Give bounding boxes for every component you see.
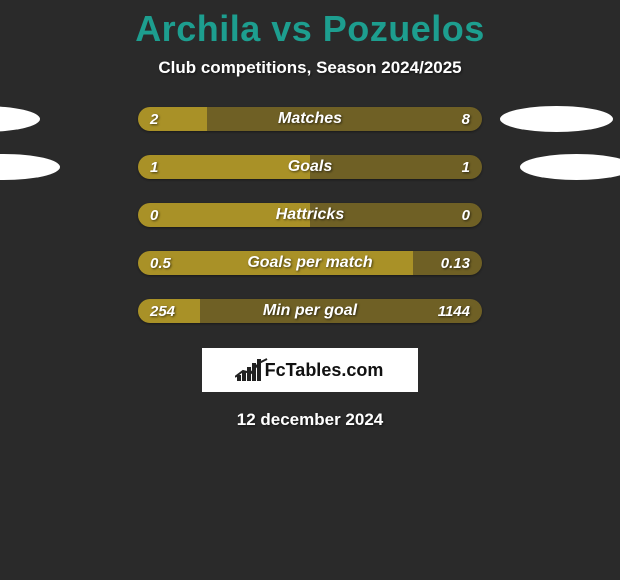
date-label: 12 december 2024 [237,410,384,430]
stat-bar: 00Hattricks [138,203,482,227]
comparison-infographic: Archila vs Pozuelos Club competitions, S… [0,0,620,430]
fctables-logo: FcTables.com [202,348,418,392]
stat-bar: 11Goals [138,155,482,179]
stat-row: 2541144Min per goal [0,298,620,324]
stat-label: Min per goal [138,299,482,323]
player-ellipse-right [520,154,620,180]
bar-chart-icon [237,359,261,381]
stat-label: Goals [138,155,482,179]
player-ellipse-left [0,106,40,132]
spacer [7,202,120,228]
stat-row: 11Goals [0,154,620,180]
stat-row: 00Hattricks [0,202,620,228]
stat-label: Goals per match [138,251,482,275]
stat-bar: 2541144Min per goal [138,299,482,323]
spacer [500,250,613,276]
subtitle: Club competitions, Season 2024/2025 [158,58,461,78]
spacer [7,250,120,276]
stat-bar: 28Matches [138,107,482,131]
player-ellipse-right [500,106,613,132]
page-title: Archila vs Pozuelos [135,8,485,50]
stat-row: 28Matches [0,106,620,132]
stat-label: Hattricks [138,203,482,227]
stat-bar: 0.50.13Goals per match [138,251,482,275]
spacer [500,298,613,324]
spacer [7,298,120,324]
spacer [500,202,613,228]
stats-list: 28Matches 11Goals 00Hattricks 0.50.13Goals … [0,106,620,324]
player-ellipse-left [0,154,60,180]
stat-row: 0.50.13Goals per match [0,250,620,276]
stat-label: Matches [138,107,482,131]
logo-text: FcTables.com [265,360,384,381]
